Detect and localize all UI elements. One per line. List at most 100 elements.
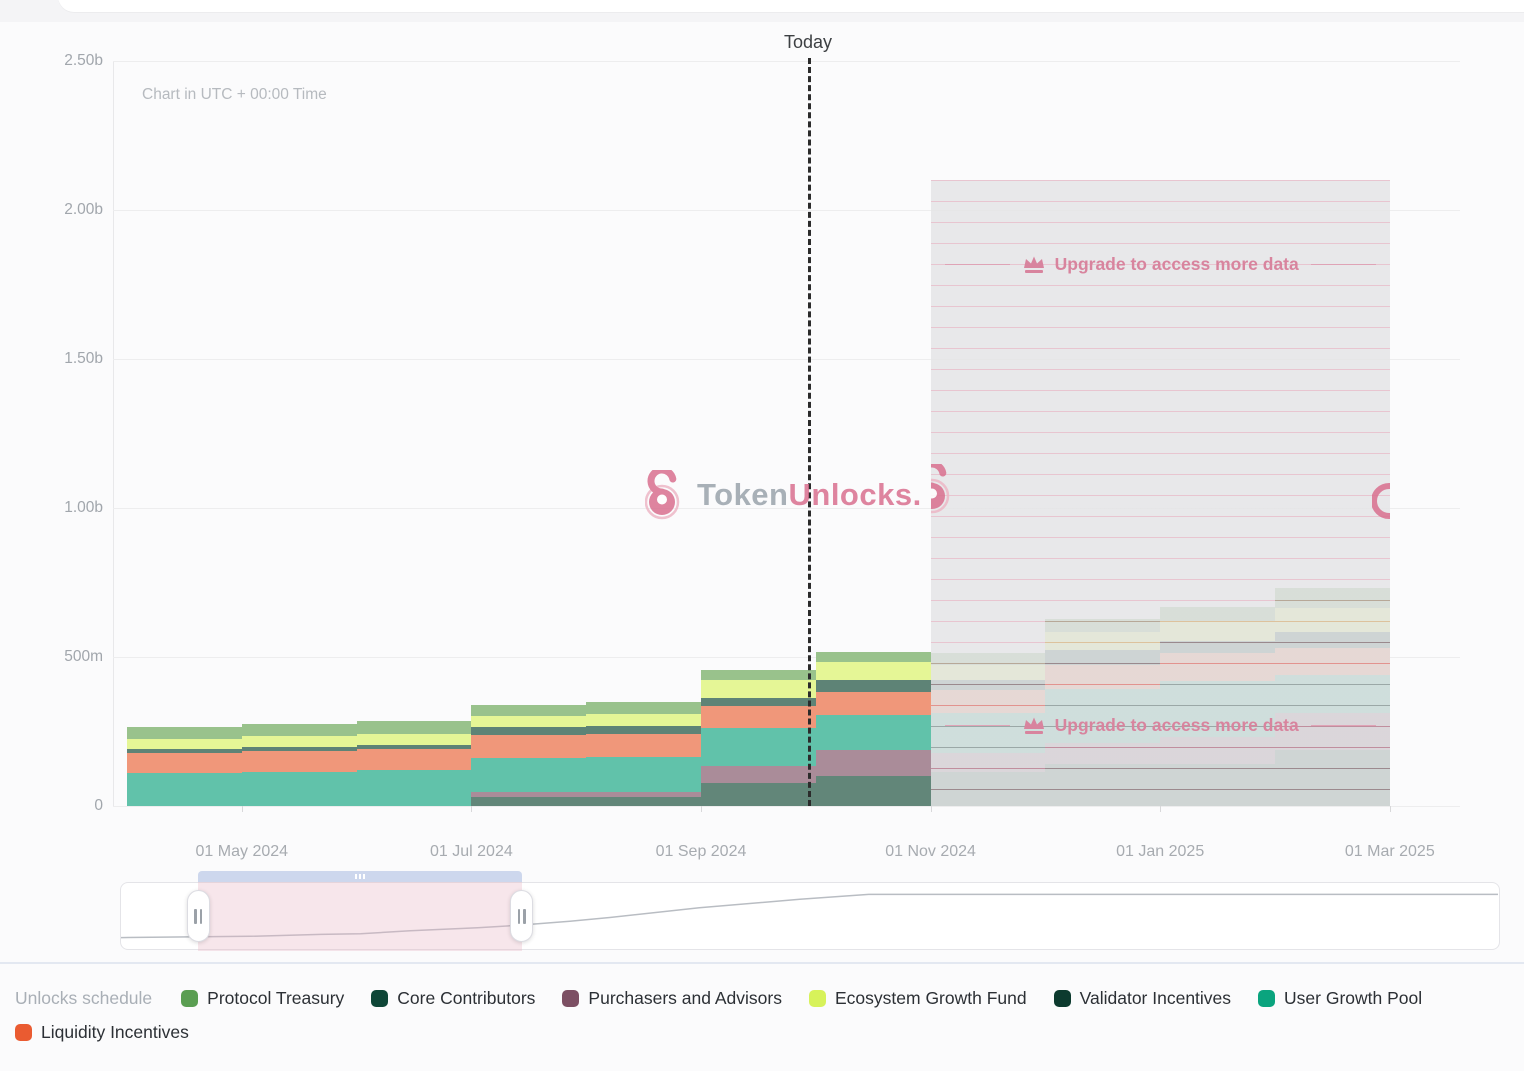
x-axis-tick <box>931 806 932 812</box>
header-card-bottom-edge <box>58 0 1524 12</box>
upgrade-banner-bottom[interactable]: Upgrade to access more data <box>931 715 1390 736</box>
bar-segment <box>357 749 472 770</box>
legend-swatch <box>371 990 388 1007</box>
bar-segment <box>701 728 816 766</box>
legend-label: User Growth Pool <box>1284 988 1422 1009</box>
today-label: Today <box>748 32 868 53</box>
bar-segment <box>586 734 701 757</box>
x-axis-tick <box>701 806 702 812</box>
gridline <box>113 61 1460 62</box>
bar-segment <box>586 702 701 714</box>
chart-legend: Unlocks schedule Protocol Treasury Core C… <box>15 988 1513 1043</box>
y-axis-tick-label: 0 <box>13 797 103 815</box>
bar-segment <box>701 783 816 806</box>
legend-swatch <box>181 990 198 1007</box>
bar-segment <box>471 797 586 806</box>
bar-segment <box>816 652 931 662</box>
bar-segment <box>127 727 242 739</box>
bar-segment <box>357 745 472 749</box>
bar-segment <box>242 772 357 806</box>
legend-swatch <box>15 1024 32 1041</box>
y-axis-tick-label: 1.00b <box>13 499 103 517</box>
x-axis-tick <box>1390 806 1391 812</box>
crown-icon <box>1022 255 1046 274</box>
bar-segment <box>471 758 586 792</box>
today-marker-line <box>808 58 811 806</box>
banner-rule <box>945 725 1010 726</box>
bar-segment <box>701 766 816 783</box>
legend-item[interactable]: Purchasers and Advisors <box>562 988 782 1009</box>
legend-label: Protocol Treasury <box>207 988 344 1009</box>
bar-segment <box>816 680 931 692</box>
bar-segment <box>701 670 816 680</box>
legend-item[interactable]: Core Contributors <box>371 988 535 1009</box>
bar-segment <box>127 739 242 749</box>
y-axis-tick-label: 2.00b <box>13 201 103 219</box>
bar-segment <box>586 797 701 806</box>
x-axis-tick-label: 01 May 2024 <box>172 843 312 861</box>
section-divider <box>0 962 1524 964</box>
legend-label: Ecosystem Growth Fund <box>835 988 1027 1009</box>
bar-segment <box>816 750 931 776</box>
legend-item[interactable]: Ecosystem Growth Fund <box>809 988 1027 1009</box>
legend-item[interactable]: User Growth Pool <box>1258 988 1422 1009</box>
x-axis-tick-label: 01 Nov 2024 <box>861 843 1001 861</box>
bar-segment <box>471 735 586 758</box>
x-axis-tick-label: 01 Sep 2024 <box>631 843 771 861</box>
legend-swatch <box>809 990 826 1007</box>
bar-segment <box>586 726 701 734</box>
x-axis-tick-label: 01 Mar 2025 <box>1320 843 1460 861</box>
x-axis-tick-label: 01 Jul 2024 <box>401 843 541 861</box>
legend-title: Unlocks schedule <box>15 988 152 1009</box>
minimap-right-handle[interactable] <box>510 890 533 942</box>
banner-rule <box>945 264 1010 265</box>
bar-segment <box>242 751 357 772</box>
bar-segment <box>816 715 931 750</box>
banner-rule <box>1311 725 1376 726</box>
upgrade-banner-label: Upgrade to access more data <box>1055 715 1299 736</box>
banner-rule <box>1311 264 1376 265</box>
minimap-selected-range[interactable] <box>198 882 522 951</box>
bar-segment <box>357 721 472 734</box>
legend-swatch <box>562 990 579 1007</box>
locked-data-overlay: Upgrade to access more data Upgrade to a… <box>931 180 1390 806</box>
bar-segment <box>127 753 242 773</box>
bar-segment <box>701 706 816 728</box>
watermark-text: TokenUnlocks. <box>697 477 922 513</box>
bar-segment <box>357 734 472 745</box>
minimap-left-handle[interactable] <box>187 890 210 942</box>
y-axis-tick-label: 2.50b <box>13 52 103 70</box>
upgrade-banner-top[interactable]: Upgrade to access more data <box>931 254 1390 275</box>
bar-segment <box>701 680 816 698</box>
bar-segment <box>471 727 586 735</box>
bar-segment <box>242 736 357 747</box>
tokenunlocks-watermark: TokenUnlocks. <box>645 470 922 520</box>
legend-label: Liquidity Incentives <box>41 1022 189 1043</box>
bar-segment <box>586 792 701 797</box>
timeline-minimap[interactable] <box>120 882 1500 950</box>
bar-segment <box>816 692 931 715</box>
bar-segment <box>242 724 357 736</box>
legend-swatch <box>1054 990 1071 1007</box>
legend-item[interactable]: Validator Incentives <box>1054 988 1231 1009</box>
x-axis-tick-label: 01 Jan 2025 <box>1090 843 1230 861</box>
bar-segment <box>701 698 816 706</box>
x-axis-tick <box>471 806 472 812</box>
legend-label: Core Contributors <box>397 988 535 1009</box>
bar-segment <box>816 776 931 806</box>
minimap-range-drag-bar[interactable] <box>198 871 522 882</box>
unlock-logo-icon-partial <box>1372 476 1390 526</box>
legend-swatch <box>1258 990 1275 1007</box>
legend-label: Validator Incentives <box>1080 988 1231 1009</box>
bar-segment <box>586 714 701 726</box>
legend-item[interactable]: Protocol Treasury <box>181 988 344 1009</box>
bar-segment <box>816 662 931 680</box>
x-axis-tick <box>242 806 243 812</box>
bar-segment <box>471 716 586 727</box>
bar-segment <box>471 705 586 716</box>
unlock-logo-icon-partial <box>931 464 959 514</box>
legend-item[interactable]: Liquidity Incentives <box>15 1022 189 1043</box>
bar-segment <box>357 770 472 806</box>
bar-segment <box>127 773 242 806</box>
timezone-note: Chart in UTC + 00:00 Time <box>142 86 327 104</box>
